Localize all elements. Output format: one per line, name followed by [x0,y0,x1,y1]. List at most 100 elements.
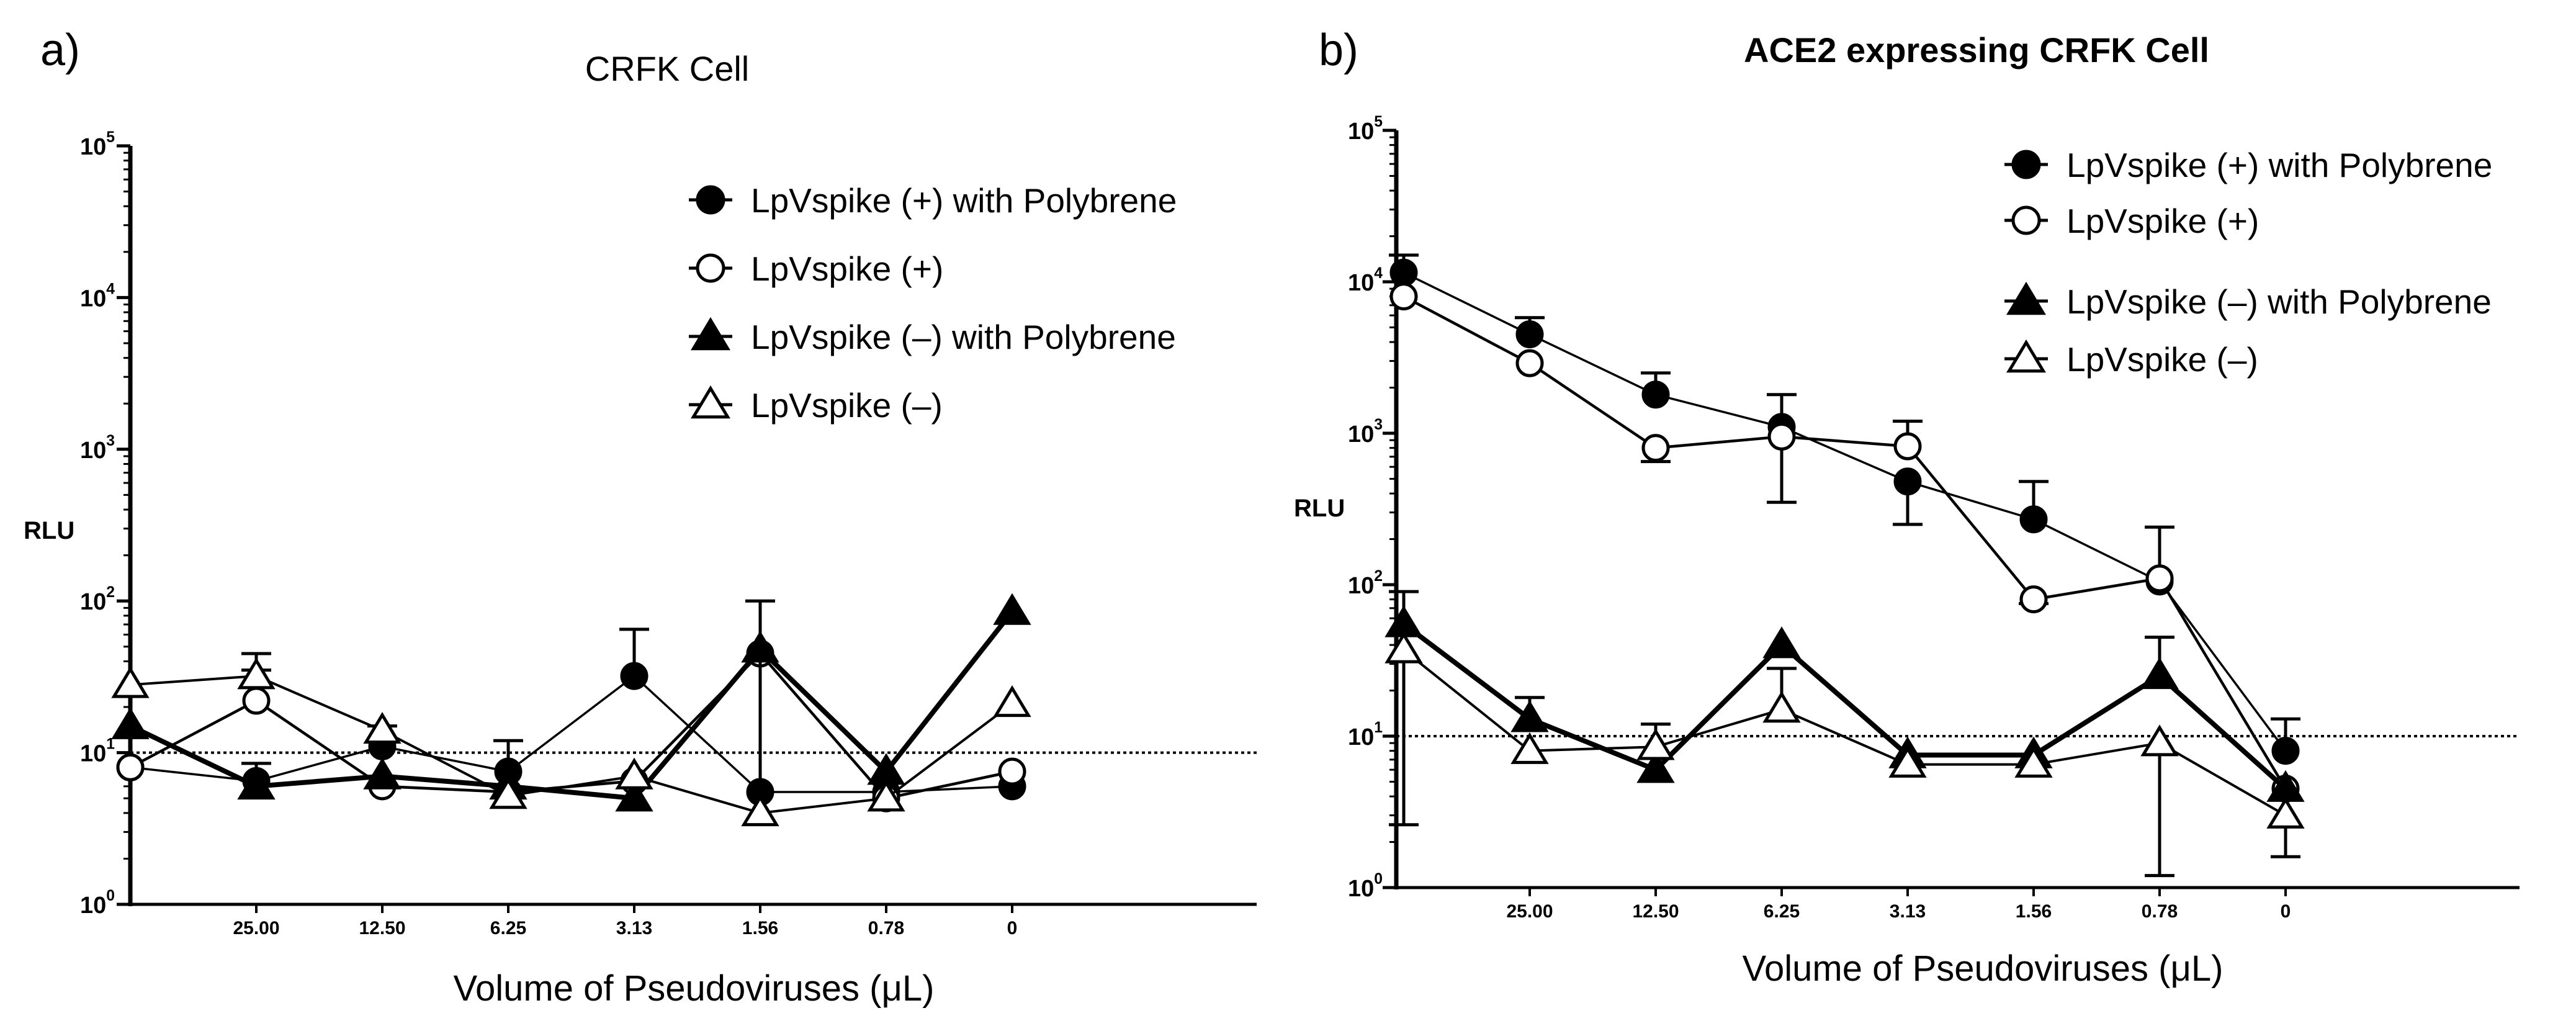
series-line [129,610,1015,801]
x-tick-label: 6.25 [1764,901,1800,922]
data-point [237,767,276,800]
legend-label: LpVspike (–) with Polybrene [2067,282,2492,321]
legend-label: LpVspike (–) [2067,340,2258,379]
data-point [1384,631,1423,664]
legend-marker [691,317,730,351]
data-point [1893,467,1922,496]
x-tick-label: 1.56 [2016,901,2052,922]
legend-label: LpVspike (–) [751,386,943,425]
y-tick-exponent: 1 [1374,719,1383,736]
y-tick-label: 100 [80,888,115,919]
data-point [111,666,150,698]
series-line [1402,649,2286,817]
legend-marker [696,185,725,215]
data-point [116,753,145,781]
data-point [615,780,653,812]
data-point [363,757,402,790]
data-point [2271,737,2300,765]
legend-label: LpVspike (–) with Polybrene [751,318,1176,356]
data-point [1762,691,1801,723]
x-tick-label: 0.78 [2142,901,2178,922]
legend-label: LpVspike (+) with Polybrene [2067,146,2492,184]
data-point [1510,732,1549,764]
data-point [2140,724,2179,757]
y-tick-exponent: 2 [1374,568,1383,585]
legend-marker [691,385,730,419]
data-point [1888,745,1927,778]
data-point [1767,422,1796,451]
x-tick-label: 25.00 [1506,901,1553,922]
legend-label: LpVspike (+) [2067,202,2259,240]
data-point [1641,434,1670,462]
y-tick-label: 103 [1348,416,1383,448]
y-tick-label: 101 [80,736,115,767]
x-tick-label: 3.13 [616,918,652,938]
y-tick-label: 101 [1348,719,1383,750]
y-tick-exponent: 3 [1374,416,1383,433]
y-tick-exponent: 5 [1374,114,1383,130]
data-point [242,686,271,715]
x-tick-label: 0 [1007,918,1018,938]
series-3: LpVspike (–) [1384,339,2305,878]
y-tick-label: 104 [80,281,115,312]
chart-title: CRFK Cell [585,49,749,88]
y-tick-exponent: 2 [106,584,115,601]
series-0: LpVspike (+) with Polybrene [1389,146,2492,765]
data-point [237,657,276,690]
x-tick-label: 12.50 [359,918,405,938]
data-point [998,757,1026,786]
y-tick-label: 105 [1348,114,1383,145]
y-tick-exponent: 1 [106,736,115,753]
x-tick-label: 3.13 [1890,901,1926,922]
panel-label: a) [40,25,80,75]
series-line [1402,295,2287,790]
series-2: LpVspike (–) with Polybrene [111,317,1176,812]
data-point [615,757,653,790]
data-point [1636,751,1675,783]
series-line [130,675,1013,814]
legend-marker [2006,281,2046,315]
data-point [1515,320,1544,349]
data-point [363,712,402,744]
data-point [1641,380,1670,409]
x-axis-label: Volume of Pseudoviruses (μL) [454,968,935,1009]
y-tick-label: 105 [80,129,115,160]
data-point [2019,505,2048,534]
y-tick-label: 102 [80,584,115,615]
data-point [1893,432,1922,461]
panel-a: a) CRFK Cell RLU Volume of Pseudoviruses… [24,25,1257,1009]
y-tick-label: 102 [1348,568,1383,599]
series-line [130,675,1013,793]
legend-label: LpVspike (+) [751,250,943,288]
series-3: LpVspike (–) [111,385,1031,827]
y-tick-exponent: 0 [1374,871,1383,888]
x-tick-label: 0.78 [868,918,904,938]
data-point [1515,349,1544,377]
legend-marker [2006,339,2046,373]
data-point [111,707,150,739]
x-tick-label: 0 [2281,901,2291,922]
series-line [1402,622,2287,791]
data-point [1762,626,1801,659]
legend-marker [696,253,725,283]
data-point [2014,745,2053,778]
data-point [1510,700,1549,732]
y-tick-exponent: 0 [106,888,115,904]
chart-title: ACE2 expressing CRFK Cell [1744,30,2209,70]
data-point [1636,728,1675,760]
y-axis-label: RLU [24,517,74,544]
x-tick-label: 25.00 [233,918,279,938]
y-tick-exponent: 3 [106,433,115,449]
x-axis-label: Volume of Pseudoviruses (μL) [1743,948,2224,989]
legend-marker [2011,205,2041,235]
y-tick-label: 100 [1348,871,1383,902]
x-tick-label: 1.56 [742,918,778,938]
series-2: LpVspike (–) with Polybrene [1384,281,2492,802]
legend-marker [2011,150,2041,179]
y-tick-label: 104 [1348,265,1383,296]
panel-label: b) [1319,25,1358,75]
data-point [867,780,905,812]
y-tick-label: 103 [80,433,115,464]
series-line [1403,271,2287,752]
panel-b: b) ACE2 expressing CRFK Cell RLU Volume … [1294,25,2520,989]
